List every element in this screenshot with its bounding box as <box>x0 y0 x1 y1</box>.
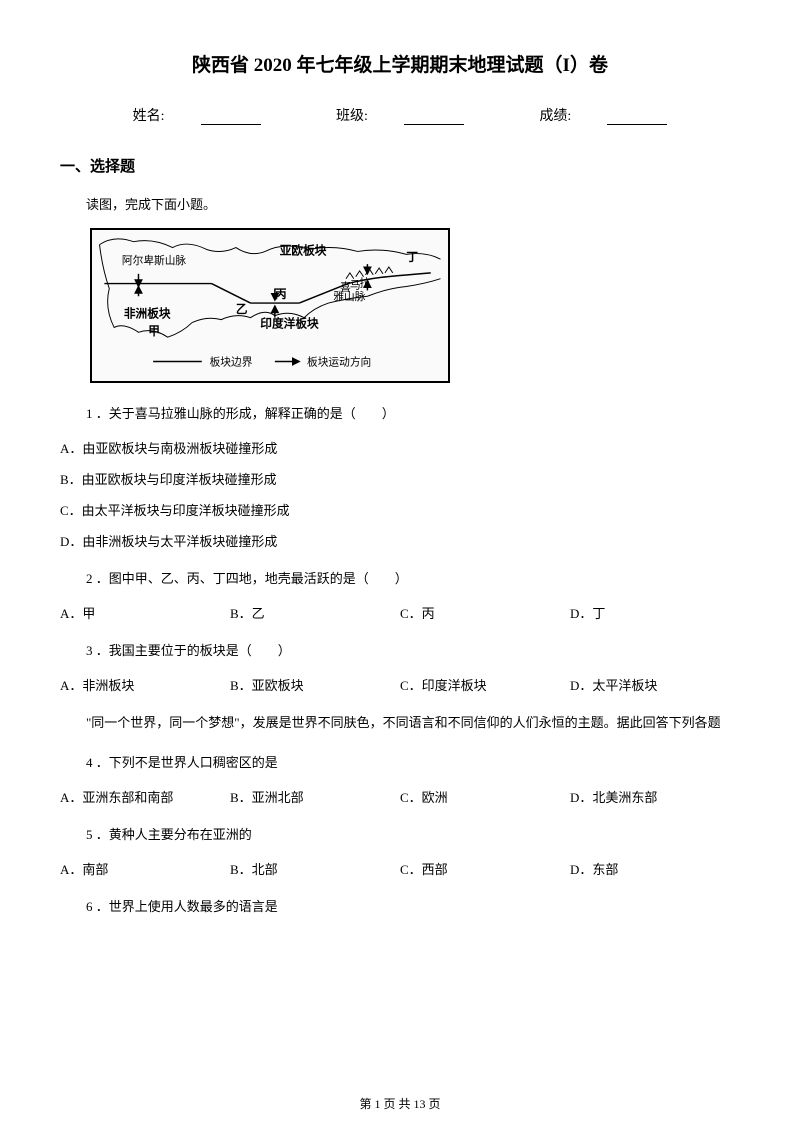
question-5-options: A．南部 B．北部 C．西部 D．东部 <box>60 859 740 878</box>
q3-option-c: C．印度洋板块 <box>400 675 570 694</box>
passage-1: "同一个世界，同一个梦想"，发展是世界不同肤色，不同语言和不同信仰的人们永恒的主… <box>60 712 740 734</box>
q4-option-d: D．北美洲东部 <box>570 787 740 806</box>
q1-option-a: A．由亚欧板块与南极洲板块碰撞形成 <box>60 438 740 457</box>
student-info-row: 姓名: 班级: 成绩: <box>60 105 740 125</box>
score-label: 成绩: <box>521 109 685 124</box>
instruction-text: 读图，完成下面小题。 <box>60 194 740 213</box>
q5-option-c: C．西部 <box>400 859 570 878</box>
jia-label: 甲 <box>148 325 160 338</box>
name-label: 姓名: <box>115 109 279 124</box>
class-label: 班级: <box>318 109 482 124</box>
q2-option-b: B．乙 <box>230 603 400 622</box>
question-3-options: A．非洲板块 B．亚欧板块 C．印度洋板块 D．太平洋板块 <box>60 675 740 694</box>
bing-label: 丙 <box>275 288 287 301</box>
question-2-options: A．甲 B．乙 C．丙 D．丁 <box>60 603 740 622</box>
eurasia-label: 亚欧板块 <box>280 243 327 257</box>
question-1-options: A．由亚欧板块与南极洲板块碰撞形成 B．由亚欧板块与印度洋板块碰撞形成 C．由太… <box>60 438 740 550</box>
class-blank <box>404 111 464 125</box>
question-2: 2 ．图中甲、乙、丙、丁四地，地壳最活跃的是（ ） <box>60 568 740 587</box>
section-header: 一、选择题 <box>60 155 740 176</box>
question-6: 6 ．世界上使用人数最多的语言是 <box>60 896 740 915</box>
svg-text:拉: 拉 <box>360 277 371 290</box>
question-5: 5 ．黄种人主要分布在亚洲的 <box>60 824 740 843</box>
q1-option-c: C．由太平洋板块与印度洋板块碰撞形成 <box>60 500 740 519</box>
map-figure: 阿尔卑斯山脉 亚欧板块 喜 马 拉 雅山脉 非洲板块 印度洋板块 甲 乙 丙 丁… <box>90 228 450 383</box>
score-blank <box>607 111 667 125</box>
africa-label: 非洲板块 <box>124 307 171 321</box>
alps-label: 阿尔卑斯山脉 <box>122 254 187 267</box>
q5-option-d: D．东部 <box>570 859 740 878</box>
q2-option-a: A．甲 <box>60 603 230 622</box>
legend-boundary: 板块边界 <box>210 355 253 368</box>
india-label: 印度洋板块 <box>260 316 319 330</box>
q3-option-a: A．非洲板块 <box>60 675 230 694</box>
q5-option-a: A．南部 <box>60 859 230 878</box>
plate-map-svg: 阿尔卑斯山脉 亚欧板块 喜 马 拉 雅山脉 非洲板块 印度洋板块 甲 乙 丙 丁… <box>92 230 448 381</box>
name-blank <box>201 111 261 125</box>
q3-option-b: B．亚欧板块 <box>230 675 400 694</box>
q5-option-b: B．北部 <box>230 859 400 878</box>
legend-direction: 板块运动方向 <box>307 355 371 368</box>
q4-option-b: B．亚洲北部 <box>230 787 400 806</box>
q2-option-c: C．丙 <box>400 603 570 622</box>
q2-option-d: D．丁 <box>570 603 740 622</box>
q1-option-b: B．由亚欧板块与印度洋板块碰撞形成 <box>60 469 740 488</box>
ding-label: 丁 <box>406 251 418 264</box>
question-1: 1 ．关于喜马拉雅山脉的形成，解释正确的是（ ） <box>60 403 740 422</box>
q4-option-a: A．亚洲东部和南部 <box>60 787 230 806</box>
page-title: 陕西省 2020 年七年级上学期期末地理试题（I）卷 <box>60 50 740 77</box>
q3-option-d: D．太平洋板块 <box>570 675 740 694</box>
question-3: 3 ．我国主要位于的板块是（ ） <box>60 640 740 659</box>
himalaya-suffix: 雅山脉 <box>333 290 365 303</box>
question-4: 4 ．下列不是世界人口稠密区的是 <box>60 752 740 771</box>
question-4-options: A．亚洲东部和南部 B．亚洲北部 C．欧洲 D．北美洲东部 <box>60 787 740 806</box>
yi-label: 乙 <box>236 303 248 316</box>
q1-option-d: D．由非洲板块与太平洋板块碰撞形成 <box>60 531 740 550</box>
q4-option-c: C．欧洲 <box>400 787 570 806</box>
page-footer: 第 1 页 共 13 页 <box>0 1095 800 1112</box>
